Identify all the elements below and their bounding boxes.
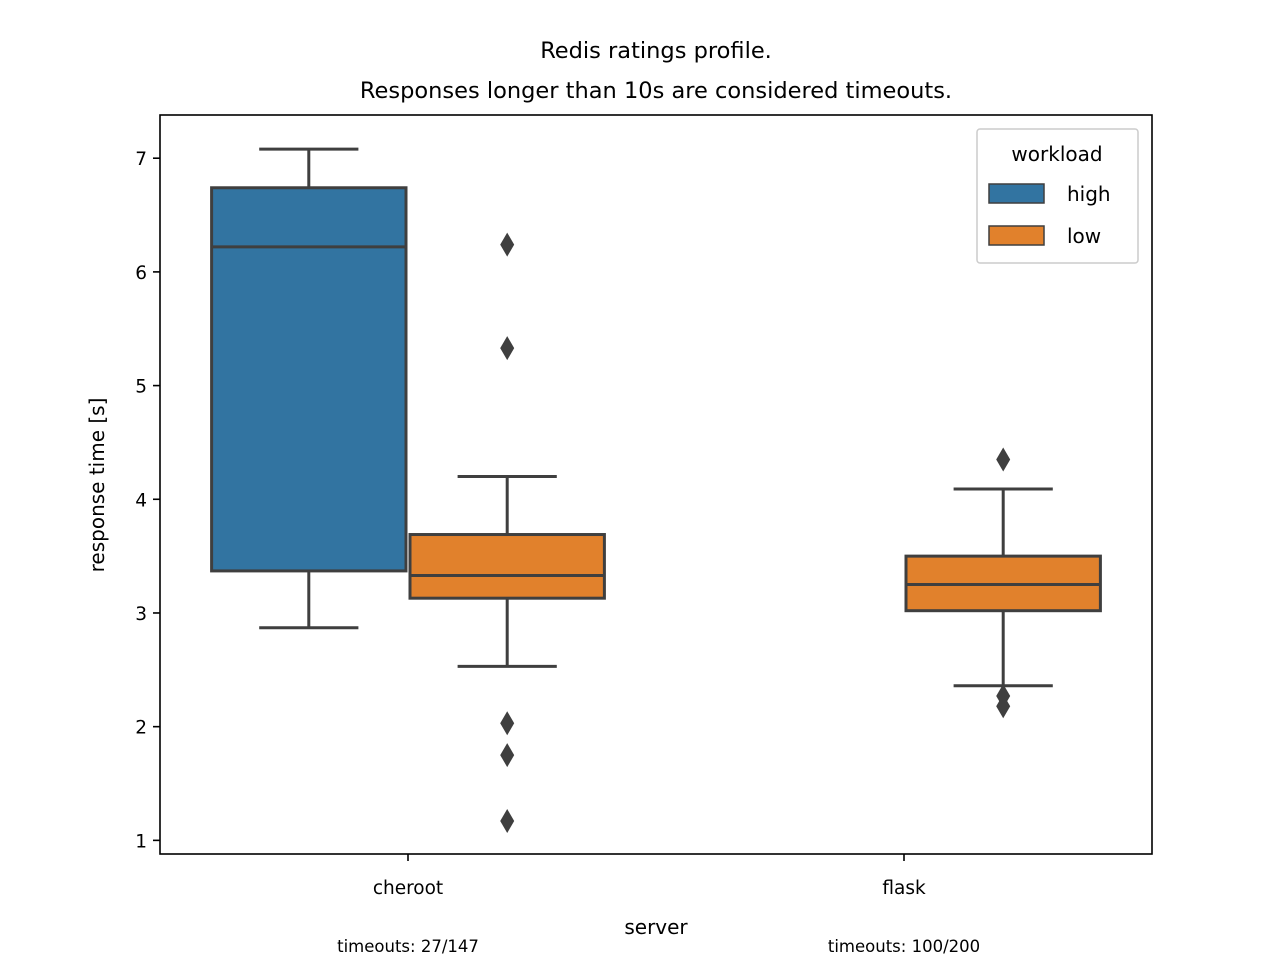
x-tick-label-cheroot: cheroot xyxy=(373,878,443,899)
x-tick-label-flask: flask xyxy=(882,878,926,899)
timeout-annotation-flask: timeouts: 100/200 xyxy=(828,937,980,956)
outlier-cheroot-low-1 xyxy=(500,336,515,361)
legend-entries: high low xyxy=(988,182,1111,248)
legend-label-high: high xyxy=(1067,182,1111,206)
legend: workload high low xyxy=(976,128,1139,264)
legend-title: workload xyxy=(1011,142,1102,166)
chart-title-line-1: Redis ratings profile. xyxy=(540,38,772,64)
legend-label-low: low xyxy=(1067,224,1101,248)
box-cheroot-high xyxy=(210,147,408,630)
outlier-cheroot-low-2 xyxy=(500,711,515,736)
y-tick-label-7: 7 xyxy=(135,149,147,170)
box-cheroot-low xyxy=(408,475,606,668)
outlier-flask-low-2 xyxy=(996,694,1011,719)
legend-swatch-low xyxy=(988,225,1045,246)
outlier-cheroot-low-4 xyxy=(500,809,515,834)
y-tick-label-1: 1 xyxy=(135,831,147,852)
y-tick-label-5: 5 xyxy=(135,377,147,398)
iqr-box-cheroot-low xyxy=(408,533,606,600)
box-flask-low xyxy=(904,487,1102,688)
box-layer xyxy=(210,147,1102,688)
outlier-layer xyxy=(500,232,1011,834)
outlier-flask-low-0 xyxy=(996,447,1011,472)
plot-frame xyxy=(159,114,1153,855)
y-axis: 1 2 3 4 5 6 7 xyxy=(135,149,160,852)
iqr-box-cheroot-high xyxy=(210,186,408,573)
x-axis: cheroot flask xyxy=(373,854,926,899)
y-axis-label: response time [s] xyxy=(85,398,109,573)
chart-title-line-2: Responses longer than 10s are considered… xyxy=(360,78,952,104)
timeout-annotation-cheroot: timeouts: 27/147 xyxy=(337,937,479,956)
timeout-annotations: timeouts: 27/147 timeouts: 100/200 xyxy=(337,937,980,956)
legend-swatch-high xyxy=(988,183,1045,204)
y-tick-label-6: 6 xyxy=(135,263,147,284)
outlier-cheroot-low-3 xyxy=(500,743,515,768)
outlier-cheroot-low-0 xyxy=(500,232,515,257)
x-axis-label: server xyxy=(624,915,688,939)
y-tick-label-2: 2 xyxy=(135,718,147,739)
y-tick-label-3: 3 xyxy=(135,604,147,625)
y-tick-label-4: 4 xyxy=(135,490,147,511)
